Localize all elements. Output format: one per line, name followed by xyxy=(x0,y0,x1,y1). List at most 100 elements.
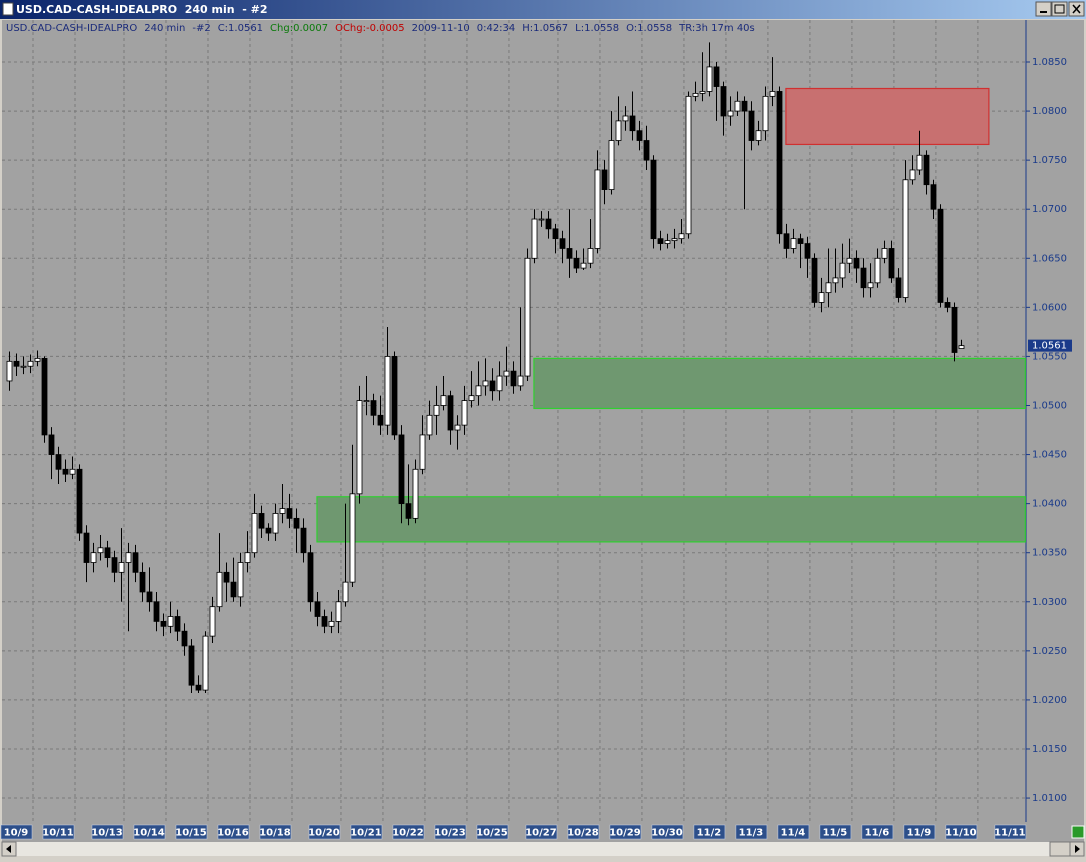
maximize-button[interactable] xyxy=(1051,1,1068,17)
candle-body-up xyxy=(762,95,769,132)
scroll-right-arrow xyxy=(1075,845,1080,853)
x-tick-label: 10/15 xyxy=(175,828,207,839)
candle-body-up xyxy=(524,257,531,377)
axes: 1.0850 1.0800 1.0750 1.0700 1.0650 1.0600 1.05… xyxy=(0,57,1072,840)
info-item: L:1.0558 xyxy=(575,23,619,34)
info-item: 2009-11-10 xyxy=(412,23,470,34)
candle-body-up xyxy=(468,395,475,401)
candle-body-up xyxy=(461,400,468,426)
x-tick-label: 11/9 xyxy=(907,828,932,839)
candle-body-up xyxy=(335,601,342,622)
candle-body-up xyxy=(272,513,279,534)
candle-body-down xyxy=(160,621,167,627)
candle-body-up xyxy=(531,218,538,259)
candle-body-up xyxy=(909,169,916,181)
x-tick-label: 10/22 xyxy=(392,828,424,839)
candle-body-up xyxy=(790,238,797,249)
x-tick-label: 10/23 xyxy=(434,828,466,839)
x-tick-label: 10/27 xyxy=(525,828,557,839)
scroll-track[interactable] xyxy=(2,842,1084,856)
candle-body-down xyxy=(566,248,573,259)
candle-body-up xyxy=(902,179,909,298)
candle-body-up xyxy=(475,385,482,397)
candle-body-up xyxy=(216,571,223,608)
x-tick-label: 11/5 xyxy=(823,828,848,839)
candle-body-up xyxy=(881,248,888,259)
candle-body-down xyxy=(174,616,181,632)
candle-body-up xyxy=(363,400,370,402)
x-tick-label: 10/20 xyxy=(308,828,340,839)
candle-body-down xyxy=(370,400,377,416)
candle-body-down xyxy=(657,238,664,244)
candle-body-up xyxy=(167,616,174,627)
candle-body-down xyxy=(104,547,111,559)
scroll-thumb[interactable] xyxy=(1049,841,1071,857)
candle-body-up xyxy=(419,434,426,470)
candle-body-down xyxy=(643,140,650,161)
x-tick-label: 10/28 xyxy=(567,828,599,839)
price-axis xyxy=(1026,20,1084,822)
candle-body-up xyxy=(846,257,853,264)
candle-body-down xyxy=(853,257,860,269)
candle-body-down xyxy=(55,454,62,470)
candle-body-down xyxy=(489,380,496,392)
info-item: -#2 xyxy=(192,23,210,34)
candle-body-up xyxy=(734,100,741,112)
candle-body-up xyxy=(685,95,692,235)
zone xyxy=(785,87,990,146)
x-tick-label: 10/16 xyxy=(217,828,249,839)
scrollbar[interactable] xyxy=(1,841,1085,857)
candle-body-up xyxy=(279,508,286,514)
x-tick-label: 10/18 xyxy=(259,828,291,839)
x-tick-box xyxy=(0,824,33,840)
candle-body-down xyxy=(720,86,727,117)
x-tick-box xyxy=(567,824,600,840)
candle-body-down xyxy=(111,557,118,573)
candle-body-up xyxy=(958,345,965,349)
candle-body-down xyxy=(748,110,755,141)
zones xyxy=(316,87,1026,543)
last-price-label: 1.0561 xyxy=(1032,341,1067,352)
candle-body-down xyxy=(776,91,783,235)
window-buttons[interactable] xyxy=(1035,1,1085,17)
x-tick-box xyxy=(350,824,383,840)
info-item: C:1.0561 xyxy=(218,23,263,34)
candle-body-down xyxy=(300,527,307,554)
x-tick-label: 10/11 xyxy=(42,828,74,839)
candle-body-down xyxy=(181,630,188,647)
candle-body-up xyxy=(27,360,34,367)
x-tick-label: 11/3 xyxy=(739,828,764,839)
candle-body-up xyxy=(496,375,503,392)
y-tick-label: 1.0450 xyxy=(1032,450,1067,461)
candle-body-up xyxy=(384,356,391,426)
candle-body-up xyxy=(412,468,419,519)
candle-body-down xyxy=(41,357,48,436)
candle-body-up xyxy=(755,130,762,141)
window-title: USD.CAD-CASH-IDEALPRO 240 min - #2 xyxy=(16,3,268,16)
candle-body-down xyxy=(741,100,748,112)
candle-body-up xyxy=(608,140,615,190)
x-tick-box xyxy=(476,824,509,840)
x-tick-label: 10/25 xyxy=(476,828,508,839)
minimize-button[interactable] xyxy=(1035,1,1052,17)
candle-body-up xyxy=(328,621,335,627)
x-tick-box xyxy=(42,824,75,840)
x-tick-label: 10/9 xyxy=(4,828,29,839)
x-tick-box xyxy=(217,824,250,840)
candle-body-up xyxy=(664,240,671,244)
candle-body-up xyxy=(454,424,461,431)
x-tick-box xyxy=(945,824,978,840)
candle-body-down xyxy=(930,184,937,210)
candle-body-up xyxy=(825,282,832,294)
x-tick-box xyxy=(693,824,726,840)
candle-body-up xyxy=(251,513,258,554)
y-tick-label: 1.0700 xyxy=(1032,204,1067,215)
zone xyxy=(533,357,1026,410)
candle-body-up xyxy=(678,233,685,240)
info-item: OChg:-0.0005 xyxy=(335,23,405,34)
candle-body-up xyxy=(517,375,524,387)
info-item: 240 min xyxy=(144,23,185,34)
candle-body-up xyxy=(342,581,349,603)
info-item: USD.CAD-CASH-IDEALPRO xyxy=(6,23,137,34)
candle-body-down xyxy=(377,414,384,426)
